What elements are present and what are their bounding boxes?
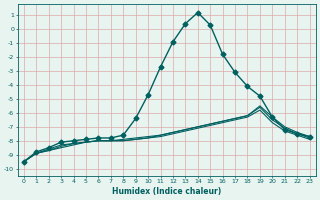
X-axis label: Humidex (Indice chaleur): Humidex (Indice chaleur)	[112, 187, 221, 196]
